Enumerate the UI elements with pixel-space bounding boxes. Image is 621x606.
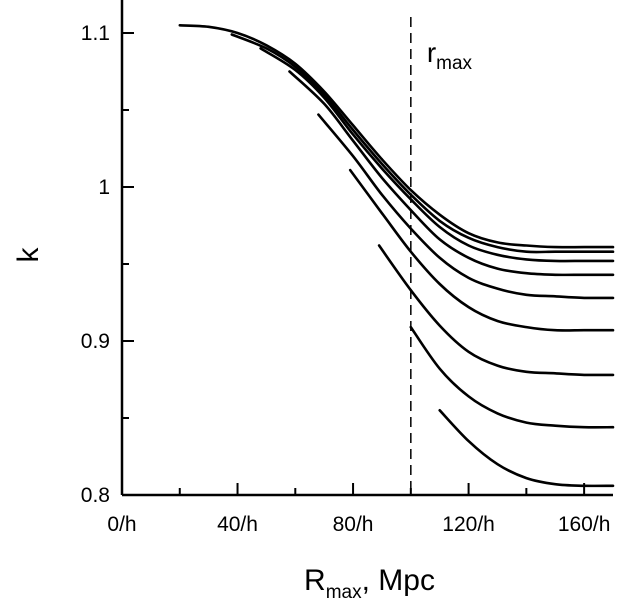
x-axis-title-sub: max [326,582,362,603]
series-line-8 [409,325,615,429]
series-line-5 [317,113,615,300]
x-tick-label: 40/h [217,513,258,536]
series-line-7 [377,244,615,377]
x-tick-label: 0/h [107,513,136,536]
r-max-label-main: r [427,37,436,68]
series-lines [178,24,615,488]
x-tick-label: 120/h [442,513,495,536]
x-axis-title-suffix: , Mpc [362,564,435,597]
y-tick-label: 0.8 [81,484,110,507]
series-line-3 [259,47,615,263]
tick-labels: 0/h 40/h 80/h 120/h 160/h 0.8 0.9 1 1.1 [81,22,611,536]
series-line-2 [230,33,615,254]
tick-marks [121,32,586,496]
series-line-4 [288,70,615,277]
y-tick-label: 1 [98,176,110,199]
y-axis-title: k [12,247,45,263]
r-max-label: rmax [427,37,473,74]
x-tick-label: 80/h [333,513,374,536]
x-axis-title-main: R [304,564,326,597]
y-tick-label: 0.9 [81,330,110,353]
axes: 0/h 40/h 80/h 120/h 160/h 0.8 0.9 1 1.1 [81,0,613,536]
series-line-6 [348,168,615,332]
x-axis-title: Rmax, Mpc [304,564,435,603]
y-tick-label: 1.1 [81,22,110,45]
series-line-1 [178,24,615,249]
r-max-label-sub: max [436,53,472,74]
x-tick-label: 160/h [558,513,611,536]
